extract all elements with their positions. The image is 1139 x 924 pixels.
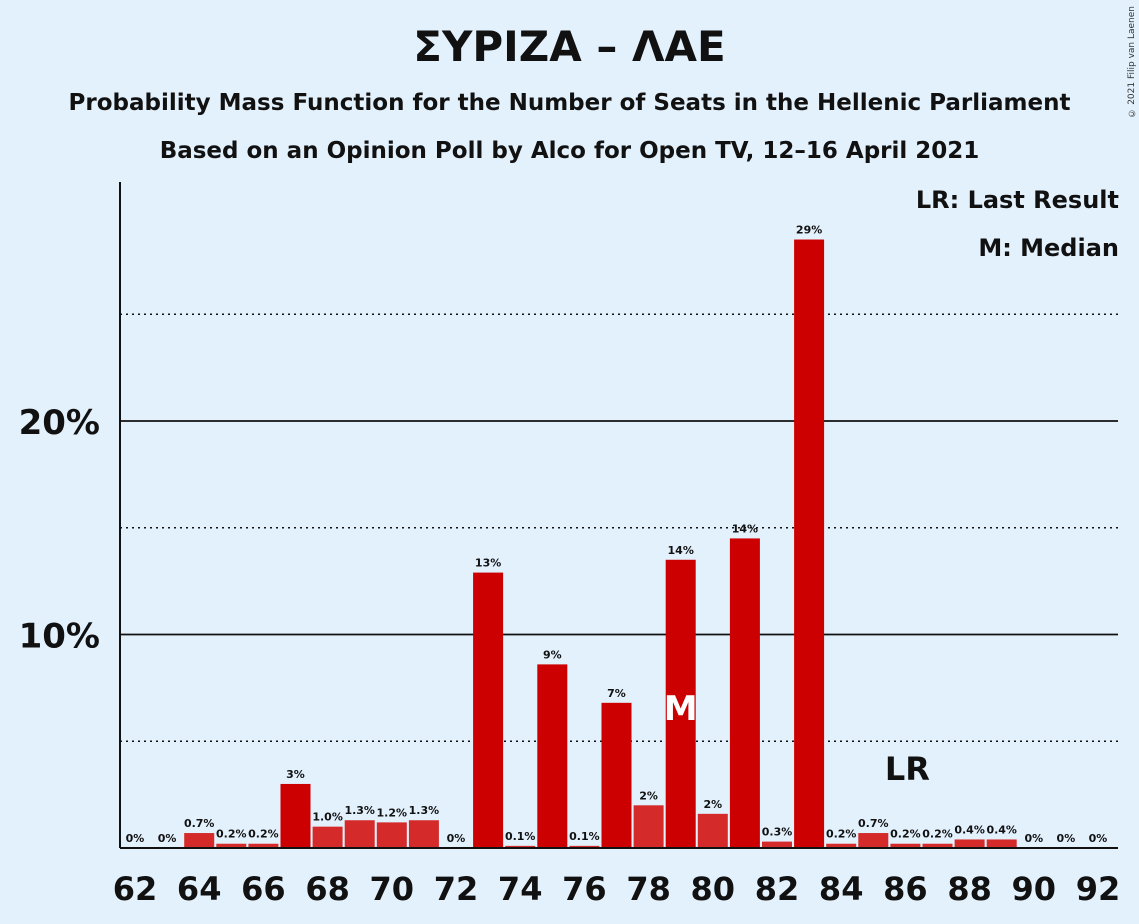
data-label-75: 9% — [543, 648, 562, 661]
data-label-68: 1.0% — [312, 811, 343, 824]
x-tick-label: 72 — [434, 870, 479, 908]
x-tick-label: 68 — [305, 870, 350, 908]
bar-76 — [569, 845, 600, 848]
data-label-72: 0% — [447, 832, 466, 845]
bar-80 — [697, 813, 728, 848]
data-label-70: 1.2% — [377, 806, 408, 819]
bar-85 — [858, 833, 889, 848]
x-tick-label: 78 — [626, 870, 671, 908]
data-label-88: 0.4% — [954, 823, 985, 836]
bar-81 — [729, 538, 760, 848]
bar-64 — [184, 833, 215, 848]
x-tick-label: 92 — [1076, 870, 1121, 908]
y-tick-label: 10% — [19, 617, 100, 657]
data-label-92: 0% — [1089, 832, 1108, 845]
x-tick-label: 74 — [498, 870, 543, 908]
bar-73 — [473, 572, 504, 848]
data-label-87: 0.2% — [922, 828, 953, 841]
last-result-marker: LR — [885, 750, 930, 788]
bar-78 — [633, 805, 664, 848]
x-tick-label: 82 — [755, 870, 800, 908]
data-label-63: 0% — [158, 832, 177, 845]
data-label-78: 2% — [639, 789, 658, 802]
bar-69 — [344, 820, 375, 848]
bar-84 — [826, 843, 857, 848]
data-label-77: 7% — [607, 687, 626, 700]
legend-median: M: Median — [978, 234, 1119, 262]
data-label-62: 0% — [126, 832, 145, 845]
data-label-86: 0.2% — [890, 828, 921, 841]
bar-68 — [312, 826, 343, 848]
data-label-81: 14% — [732, 522, 758, 535]
x-tick-label: 88 — [947, 870, 992, 908]
bar-75 — [537, 664, 568, 848]
data-label-80: 2% — [703, 798, 722, 811]
bar-79 — [665, 559, 696, 848]
x-tick-label: 62 — [113, 870, 158, 908]
chart-title: ΣΥΡΙΖΑ – ΛΑΕ — [413, 22, 726, 71]
data-label-73: 13% — [475, 557, 501, 570]
data-label-83: 29% — [796, 224, 822, 237]
data-label-91: 0% — [1057, 832, 1076, 845]
data-label-76: 0.1% — [569, 830, 600, 843]
bar-67 — [280, 783, 311, 848]
bar-86 — [890, 843, 921, 848]
y-tick-label: 20% — [19, 403, 100, 443]
data-label-74: 0.1% — [505, 830, 536, 843]
bar-88 — [954, 839, 985, 848]
x-tick-label: 76 — [562, 870, 607, 908]
data-label-65: 0.2% — [216, 828, 247, 841]
x-tick-label: 90 — [1012, 870, 1057, 908]
chart-source: Based on an Opinion Poll by Alco for Ope… — [159, 138, 980, 164]
x-tick-label: 86 — [883, 870, 928, 908]
x-tick-label: 70 — [370, 870, 415, 908]
data-label-66: 0.2% — [248, 828, 279, 841]
bar-71 — [408, 820, 439, 848]
bar-83 — [794, 239, 825, 848]
data-label-90: 0% — [1024, 832, 1043, 845]
data-label-84: 0.2% — [826, 828, 857, 841]
bar-70 — [376, 822, 407, 848]
x-tick-label: 80 — [691, 870, 736, 908]
data-label-82: 0.3% — [762, 826, 793, 839]
x-tick-label: 66 — [241, 870, 286, 908]
bar-77 — [601, 702, 632, 848]
chart-subtitle: Probability Mass Function for the Number… — [68, 90, 1071, 116]
x-tick-label: 84 — [819, 870, 864, 908]
data-label-67: 3% — [286, 768, 305, 781]
data-label-85: 0.7% — [858, 817, 889, 830]
bar-87 — [922, 843, 953, 848]
bar-74 — [505, 845, 536, 848]
data-label-89: 0.4% — [986, 823, 1017, 836]
bar-82 — [762, 841, 792, 848]
data-label-64: 0.7% — [184, 817, 215, 830]
median-marker: M — [664, 689, 698, 729]
data-label-79: 14% — [668, 544, 694, 557]
bar-89 — [986, 839, 1017, 848]
x-tick-label: 64 — [177, 870, 222, 908]
bar-66 — [248, 843, 279, 848]
data-label-71: 1.3% — [409, 804, 440, 817]
data-label-69: 1.3% — [344, 804, 375, 817]
bar-65 — [216, 843, 247, 848]
legend-last-result: LR: Last Result — [915, 186, 1119, 214]
